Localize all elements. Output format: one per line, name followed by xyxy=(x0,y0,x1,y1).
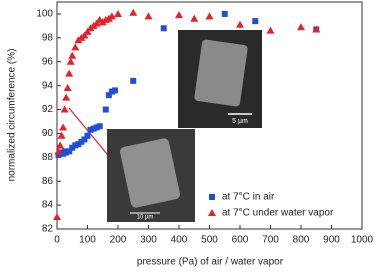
scale-label: 10 µm xyxy=(137,215,154,221)
x-axis-label: pressure (Pa) of air / water vapor xyxy=(137,257,284,268)
point xyxy=(62,93,71,101)
x-tick-label: 500 xyxy=(201,235,218,246)
point xyxy=(114,9,122,17)
point xyxy=(69,144,76,151)
point xyxy=(252,18,259,25)
point xyxy=(130,77,137,84)
y-tick-label: 86 xyxy=(42,176,54,187)
y-tick-label: 88 xyxy=(42,152,54,163)
point xyxy=(60,105,69,113)
y-tick-label: 82 xyxy=(42,224,54,235)
x-tick-label: 600 xyxy=(232,235,249,246)
point xyxy=(107,12,116,20)
point xyxy=(66,57,75,65)
point xyxy=(56,141,65,149)
x-tick-label: 100 xyxy=(79,235,96,246)
x-tick-label: 900 xyxy=(323,235,340,246)
point xyxy=(92,19,101,27)
y-tick-label: 92 xyxy=(42,104,54,115)
point xyxy=(90,125,97,132)
point xyxy=(65,69,74,77)
point xyxy=(205,12,214,20)
point xyxy=(63,149,70,156)
point xyxy=(68,51,77,59)
point xyxy=(83,27,92,35)
x-tick-label: 300 xyxy=(140,235,157,246)
point xyxy=(312,25,321,33)
point xyxy=(57,131,66,139)
crystal xyxy=(194,39,248,107)
point xyxy=(72,142,79,149)
point xyxy=(96,123,103,130)
point xyxy=(54,147,63,155)
legend-label: at 7°C under water vapor xyxy=(222,208,334,219)
point xyxy=(93,124,100,131)
x-tick-label: 700 xyxy=(262,235,279,246)
x-tick-label: 0 xyxy=(54,235,60,246)
crystal xyxy=(120,138,180,208)
point xyxy=(160,25,167,32)
y-tick-label: 94 xyxy=(42,80,54,91)
point xyxy=(53,213,61,221)
x-tick-label: 1000 xyxy=(351,235,374,246)
legend-label: at 7°C in air xyxy=(222,192,275,203)
point xyxy=(175,11,183,19)
point xyxy=(78,138,85,145)
x-tick-label: 800 xyxy=(293,235,310,246)
point xyxy=(63,84,72,92)
y-tick-label: 90 xyxy=(42,128,54,139)
y-tick-label: 98 xyxy=(42,32,54,43)
point xyxy=(190,14,199,22)
point xyxy=(221,10,228,17)
point xyxy=(266,26,275,34)
point xyxy=(84,132,91,139)
point xyxy=(80,31,89,39)
inset-top: 5 µm xyxy=(178,30,262,128)
inset-bottom: 10 µm xyxy=(107,129,195,222)
legend-marker xyxy=(209,194,215,200)
point xyxy=(59,123,68,131)
point xyxy=(105,92,112,99)
point xyxy=(66,148,73,155)
legend-marker xyxy=(208,209,216,216)
point xyxy=(129,8,138,16)
point xyxy=(87,126,94,133)
scale-label: 5 µm xyxy=(232,118,248,125)
x-tick-label: 400 xyxy=(171,235,188,246)
point xyxy=(102,106,109,113)
y-axis-label: normalized circumference (%) xyxy=(7,49,18,182)
point xyxy=(81,136,88,143)
x-tick-label: 200 xyxy=(110,235,127,246)
y-tick-label: 96 xyxy=(42,56,54,67)
point xyxy=(236,20,244,28)
y-tick-label: 100 xyxy=(36,9,53,20)
point xyxy=(111,87,118,94)
y-tick-label: 84 xyxy=(42,200,54,211)
point xyxy=(108,88,115,95)
point xyxy=(144,12,153,20)
point xyxy=(75,141,82,148)
point xyxy=(297,23,305,31)
point xyxy=(71,43,80,51)
